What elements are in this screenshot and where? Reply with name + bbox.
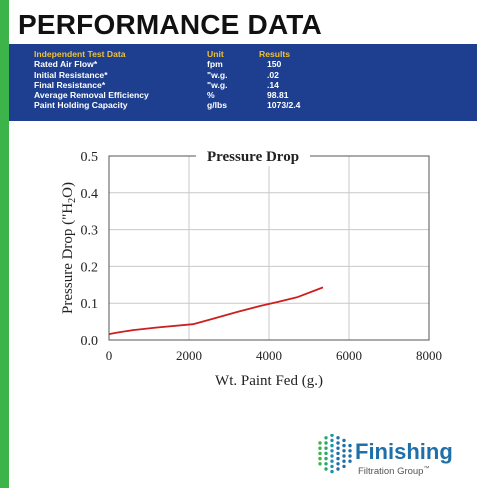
y-axis-label-subscript: 2	[67, 198, 78, 203]
logo-dot	[324, 441, 328, 445]
y-axis-label-part: Pressure Drop ("H	[60, 203, 76, 314]
specs-table: Independent Test Data Unit Results Rated…	[34, 49, 327, 111]
chart-grid	[109, 156, 429, 340]
specs-row: Average Removal Efficiency % 98.81	[34, 90, 327, 100]
logo-dot	[330, 454, 334, 458]
y-tick-label: 0.3	[81, 224, 99, 239]
finishing-logo: Finishing Filtration Group™	[316, 432, 472, 478]
logo-subtitle-text: Filtration Group	[358, 466, 424, 478]
logo-dot	[336, 456, 340, 461]
left-accent-bar	[0, 0, 9, 488]
logo-dot	[330, 464, 334, 469]
spec-unit: "w.g.	[207, 79, 228, 90]
logo-subtitle: Filtration Group™	[358, 464, 429, 477]
page-title: PERFORMANCE DATA	[18, 9, 322, 40]
x-tick-label: 0	[106, 348, 113, 363]
logo-dot	[324, 462, 328, 466]
specs-row: Final Resistance* "w.g. .14	[34, 80, 327, 90]
spec-unit: g/lbs	[207, 100, 228, 111]
x-tick-label: 4000	[256, 348, 282, 363]
y-tick-label: 0.2	[81, 260, 99, 275]
x-tick-label: 8000	[416, 348, 442, 363]
logo-dot	[324, 451, 328, 456]
column-header-unit: Unit	[207, 49, 224, 59]
logo-dot	[342, 443, 346, 448]
y-tick-label: 0.0	[81, 334, 99, 349]
logo-dot	[324, 436, 328, 440]
logo-wordmark: Finishing	[355, 439, 453, 464]
x-tick-labels: 0 2000 4000 6000 8000	[106, 348, 442, 363]
y-tick-labels: 0.0 0.1 0.2 0.3 0.4 0.5	[81, 150, 99, 349]
y-tick-label: 0.4	[81, 187, 99, 202]
x-tick-label: 2000	[176, 348, 202, 363]
logo-dot	[336, 441, 340, 445]
logo-dot	[336, 462, 340, 466]
trademark-mark: ™	[423, 466, 430, 472]
logo-dot	[324, 446, 328, 450]
logo-dot	[342, 438, 346, 443]
y-axis-label-part: O)	[60, 182, 76, 198]
spec-value: 1073/2.4	[267, 100, 301, 111]
spec-unit: "w.g.	[207, 69, 228, 80]
logo-dot	[318, 451, 322, 456]
y-axis-label: Pressure Drop ("H2O)	[60, 182, 78, 314]
spec-label: Paint Holding Capacity	[34, 100, 128, 111]
logo-dot	[324, 456, 328, 461]
logo-dot	[318, 462, 322, 466]
logo-mark-icon	[318, 434, 352, 474]
spec-value: 98.81	[267, 90, 289, 101]
logo-dot	[330, 443, 334, 448]
logo-dot	[330, 449, 334, 453]
logo-dot	[348, 459, 352, 463]
logo-dot	[336, 446, 340, 450]
logo-dot	[330, 434, 334, 437]
spec-value: .14	[267, 79, 279, 90]
specs-row: Paint Holding Capacity g/lbs 1073/2.4	[34, 100, 327, 110]
pressure-drop-line	[108, 286, 324, 335]
x-tick-label: 6000	[336, 348, 362, 363]
logo-dot	[324, 467, 328, 471]
specs-band	[9, 44, 477, 121]
y-tick-label: 0.1	[81, 297, 99, 312]
spec-label: Final Resistance*	[34, 79, 106, 90]
column-header-results: Results	[259, 49, 291, 59]
chart-title-background	[196, 147, 310, 166]
y-tick-label: 0.5	[81, 150, 99, 165]
logo-dot	[330, 469, 334, 474]
specs-row: Rated Air Flow* fpm 150	[34, 59, 327, 69]
logo-dot	[336, 436, 340, 440]
logo-dot	[342, 459, 346, 463]
column-header-test-data: Independent Test Data	[34, 49, 126, 59]
spec-unit: fpm	[207, 59, 223, 70]
logo-dot	[348, 449, 352, 453]
x-axis-label: Wt. Paint Fed (g.)	[215, 373, 323, 389]
logo-dot	[330, 459, 334, 463]
logo-dot	[330, 438, 334, 443]
logo-dot	[336, 451, 340, 456]
logo-dot	[342, 454, 346, 458]
spec-label: Average Removal Efficiency	[34, 90, 149, 101]
specs-row: Initial Resistance* "w.g. .02	[34, 70, 327, 80]
series-layer	[108, 286, 324, 335]
logo-dot	[336, 467, 340, 471]
logo-dot	[348, 454, 352, 458]
logo-dot	[342, 464, 346, 469]
logo-dot	[318, 456, 322, 461]
spec-value: 150	[267, 59, 282, 70]
spec-unit: %	[207, 90, 215, 101]
spec-label: Initial Resistance*	[34, 69, 108, 80]
spec-label: Rated Air Flow*	[34, 59, 98, 70]
spec-value: .02	[267, 69, 279, 80]
chart-title: Pressure Drop	[207, 149, 299, 165]
logo-dot	[342, 449, 346, 453]
specs-header-row: Independent Test Data Unit Results	[34, 49, 327, 59]
logo-dot	[318, 446, 322, 450]
logo-dot	[318, 441, 322, 445]
logo-dot	[348, 443, 352, 448]
